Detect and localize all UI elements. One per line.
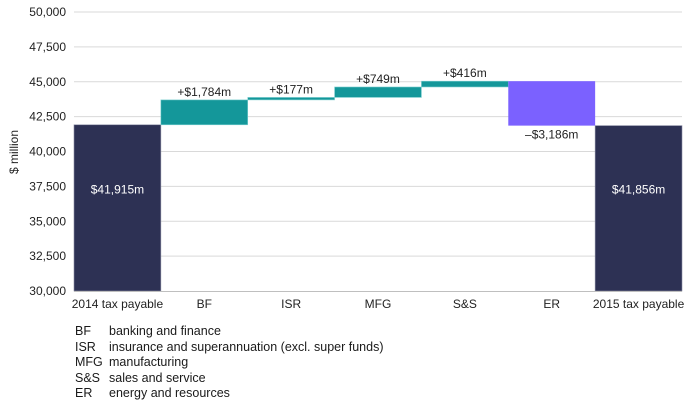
legend-row: ISR insurance and superannuation (excl. s… [75,340,383,356]
change-value-label: –$3,186m [525,128,578,142]
legend-abbreviation: BF [75,324,91,338]
change-value-label: +$1,784m [177,85,231,99]
legend-description: insurance and superannuation (excl. supe… [109,339,384,354]
legend-row: S&S sales and service [75,371,383,387]
legend-abbreviation: ER [75,386,93,400]
y-axis-label: $ million [7,130,21,174]
y-tick-label: 47,500 [29,40,66,54]
legend-row: ER energy and resources [75,386,383,402]
y-tick-label: 32,500 [29,249,66,263]
waterfall-chart: 30,000 32,500 35,000 37,500 40,000 42,500 45,0… [7,5,685,311]
legend-row: MFG manufacturing [75,355,383,371]
legend-description: energy and resources [109,386,230,400]
gridlines [74,11,682,257]
change-value-label: +$416m [443,66,487,80]
data-labels: $41,915m +$1,784m +$177m +$749m +$416m –$3,18… [91,66,666,196]
legend-row: BF banking and finance [75,324,383,340]
legend-abbreviation: ISR [75,339,96,354]
abbreviation-legend: BF banking and finance ISR insurance and su… [75,324,383,402]
bar-2015-tax-payable [594,125,683,292]
y-tick-label: 30,000 [29,284,66,298]
bar-er [508,81,596,126]
total-value-label: $41,856m [612,182,665,196]
x-axis-categories: 2014 tax payable BF ISR MFG S&S ER 2015 tax pa… [72,297,685,311]
x-category-label: ISR [281,297,301,311]
y-tick-label: 42,500 [29,110,66,124]
bar-mfg [334,86,422,98]
bar-isr [247,97,335,101]
legend-abbreviation: S&S [75,370,101,385]
bar-2014-tax-payable [73,124,162,292]
x-category-label: 2015 tax payable [593,297,685,311]
change-value-label: +$749m [356,72,400,86]
bar-s-s [421,80,509,88]
y-axis-ticks: 30,000 32,500 35,000 37,500 40,000 42,500 45,0… [29,5,66,298]
y-tick-label: 40,000 [29,145,66,159]
x-category-label: ER [543,297,560,311]
x-category-label: 2014 tax payable [72,297,164,311]
change-value-label: +$177m [269,82,313,96]
bar-bf [160,99,249,126]
legend-description: sales and service [109,370,206,385]
y-tick-label: 35,000 [29,214,66,228]
legend-description: manufacturing [109,355,189,369]
legend-description: banking and finance [109,324,221,338]
y-tick-label: 45,000 [29,75,66,89]
x-category-label: MFG [365,297,392,311]
x-category-label: BF [197,297,212,311]
bars [73,80,683,292]
y-tick-label: 50,000 [29,5,66,19]
total-value-label: $41,915m [91,182,144,196]
x-category-label: S&S [453,297,477,311]
legend-abbreviation: MFG [75,355,103,369]
y-tick-label: 37,500 [29,179,66,193]
